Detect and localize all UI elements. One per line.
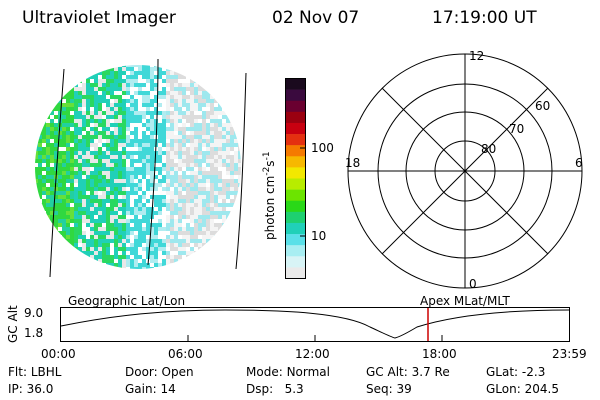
colorbar-cell xyxy=(285,167,306,179)
mlt-label-6: 6 xyxy=(575,156,583,170)
lat-label-60: 60 xyxy=(535,99,550,113)
earth-image xyxy=(35,58,247,278)
status-seq: Seq: 39 xyxy=(366,382,412,396)
altitude-curve xyxy=(60,309,570,339)
lat-label-80: 80 xyxy=(481,142,496,156)
lat-label-70: 70 xyxy=(509,122,524,136)
timeline-y-axis-label: GC Alt xyxy=(6,305,20,343)
timeline-y-max: 9.0 xyxy=(24,306,44,320)
timeline-right-label: Apex MLat/MLT xyxy=(420,294,510,308)
timeline-tick-0000: 00:00 xyxy=(41,347,76,361)
colorbar-cell xyxy=(285,156,306,168)
status-filter: Flt: LBHL xyxy=(8,365,62,379)
colorbar-gradient xyxy=(285,78,306,279)
colorbar-cell xyxy=(285,111,306,124)
colorbar-cell xyxy=(285,211,306,224)
colorbar-cell xyxy=(285,200,306,213)
timeline-tick-0600: 06:00 xyxy=(168,347,203,361)
timeline-tick-2359: 23:59 xyxy=(552,347,587,361)
colorbar-cell xyxy=(285,234,306,246)
colorbar-cell xyxy=(285,78,306,90)
colorbar-cell xyxy=(285,178,306,190)
status-mode: Mode: Normal xyxy=(246,365,330,379)
altitude-timeline xyxy=(60,307,570,342)
observation-time: 17:19:00 UT xyxy=(432,8,537,28)
timeline-tick-1200: 12:00 xyxy=(295,347,330,361)
observation-date: 02 Nov 07 xyxy=(272,8,360,28)
colorbar-cell xyxy=(285,134,306,146)
mlt-label-0: 0 xyxy=(469,277,477,291)
colorbar-cell xyxy=(285,245,306,257)
status-glon: GLon: 204.5 xyxy=(486,382,559,396)
colorbar-unit-label: photon cm-2s-1 xyxy=(262,151,277,240)
colorbar-tick-10: 10 xyxy=(311,229,327,243)
timeline-y-min: 1.8 xyxy=(24,326,44,340)
instrument-title: Ultraviolet Imager xyxy=(22,8,176,28)
meridian-lines xyxy=(49,58,247,278)
status-ip: IP: 36.0 xyxy=(8,382,54,396)
colorbar-cell xyxy=(285,100,306,113)
colorbar-cell xyxy=(285,145,306,157)
polar-mlt-plot: 12 0 18 6 60 70 80 xyxy=(345,49,583,291)
timeline-left-label: Geographic Lat/Lon xyxy=(68,294,186,308)
colorbar-cell xyxy=(285,267,306,279)
diagonal-line-2 xyxy=(381,87,549,255)
colorbar-cell xyxy=(285,122,306,135)
status-glat: GLat: -2.3 xyxy=(486,365,546,379)
status-gc-alt: GC Alt: 3.7 Re xyxy=(366,365,450,379)
mlt-label-12: 12 xyxy=(469,49,484,63)
colorbar-tick-100: 100 xyxy=(311,141,334,155)
mlt-label-18: 18 xyxy=(345,156,360,170)
colorbar-cell xyxy=(285,89,306,102)
colorbar-cell xyxy=(285,189,306,202)
colorbar-cell xyxy=(285,222,306,235)
colorbar-cell xyxy=(285,256,306,268)
status-dsp: Dsp: 5.3 xyxy=(246,382,304,396)
timeline-tick-1800: 18:00 xyxy=(422,347,457,361)
image-pixels xyxy=(35,65,241,269)
status-gain: Gain: 14 xyxy=(125,382,176,396)
status-door: Door: Open xyxy=(125,365,194,379)
